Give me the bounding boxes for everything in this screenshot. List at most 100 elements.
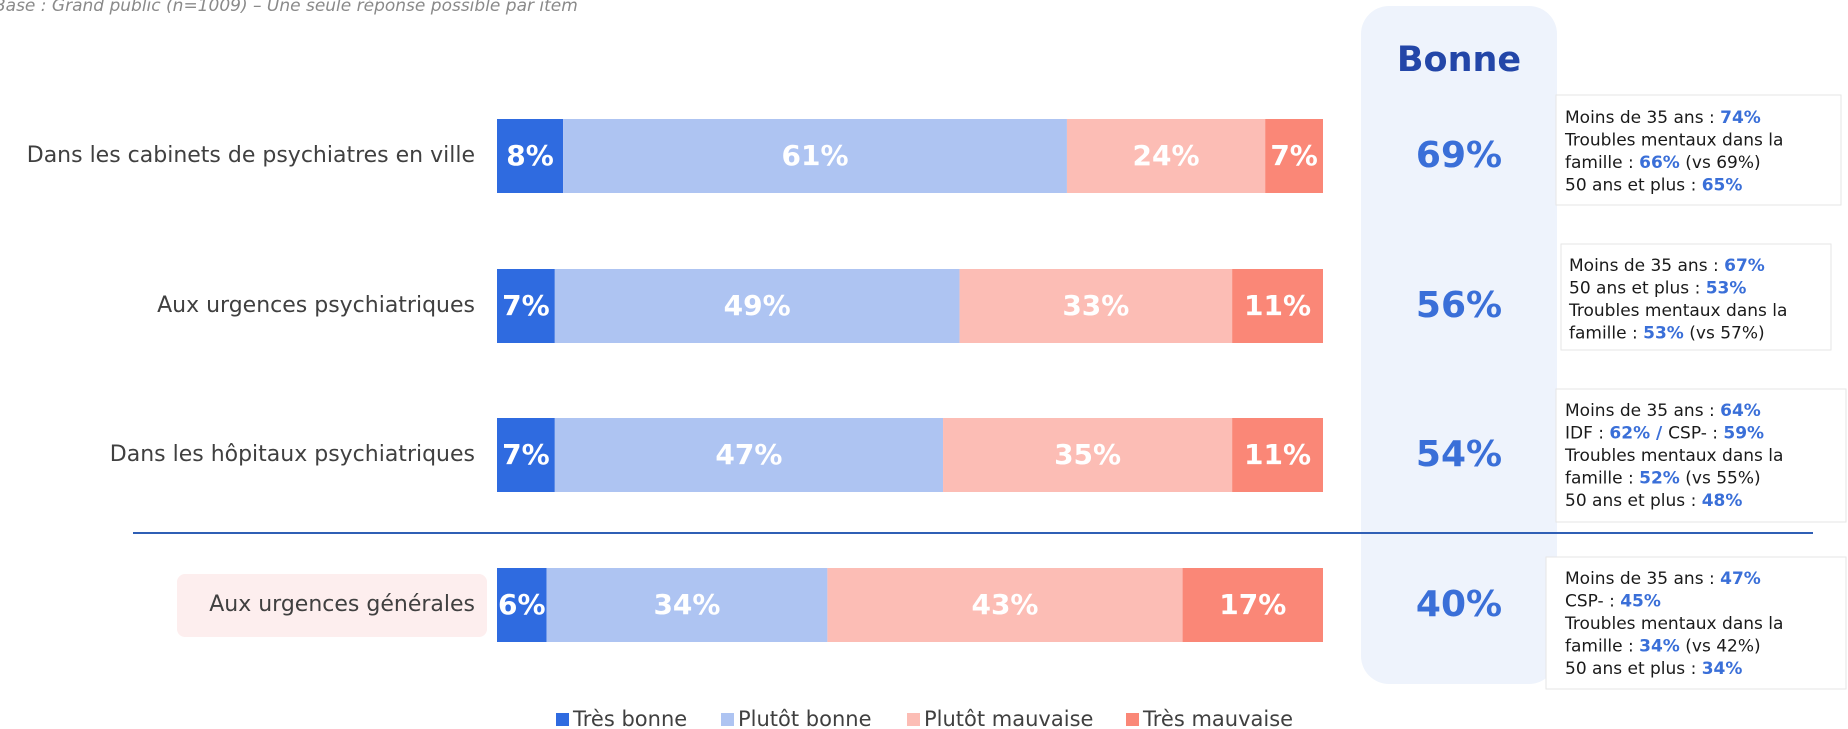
note-run: (vs 69%) (1680, 153, 1761, 173)
note-run: Moins de 35 ans : (1569, 256, 1724, 276)
value-label: 11% (1244, 438, 1311, 471)
note-run: 34% (1702, 659, 1743, 679)
note-line: famille : 34% (vs 42%) (1565, 637, 1761, 657)
note-run: Moins de 35 ans : (1565, 401, 1720, 421)
bar-segment (1265, 119, 1323, 193)
bar-segment (959, 269, 1233, 343)
note-run: CSP- : (1565, 592, 1620, 612)
note-line: Troubles mentaux dans la (1564, 446, 1783, 466)
value-label: 35% (1054, 438, 1121, 471)
note-run: Moins de 35 ans : (1565, 569, 1720, 589)
value-label: 34% (653, 588, 720, 621)
summary-value: 69% (1416, 135, 1502, 176)
note-line: CSP- : 45% (1565, 592, 1661, 612)
note-run: 50 ans et plus : (1565, 659, 1702, 679)
legend-label: Plutôt bonne (738, 707, 872, 729)
bar-segment (497, 568, 547, 642)
note-box (1555, 388, 1847, 523)
note-line: Moins de 35 ans : 47% (1565, 569, 1761, 589)
summary-value: 54% (1416, 434, 1502, 475)
note-line: 50 ans et plus : 48% (1565, 491, 1742, 511)
bar-segment (497, 119, 564, 193)
note-run: 67% (1724, 256, 1765, 276)
value-label: 7% (502, 289, 550, 322)
note-run: 48% (1702, 491, 1743, 511)
bar-segment (497, 418, 555, 492)
note-run: CSP- : (1668, 424, 1723, 444)
subtitle: Base : Grand public (n=1009) – Une seule… (0, 0, 578, 16)
summary-value: 40% (1416, 584, 1502, 625)
value-label: 8% (506, 139, 554, 172)
note-run: 47% (1720, 569, 1761, 589)
note-run: (vs 42%) (1680, 637, 1761, 657)
category-label: Aux urgences psychiatriques (157, 293, 475, 318)
note-run: 53% (1643, 324, 1684, 344)
value-label: 33% (1062, 289, 1129, 322)
value-label: 61% (781, 139, 848, 172)
note-run: (vs 55%) (1680, 469, 1761, 489)
bar-segment (546, 568, 828, 642)
note-line: Troubles mentaux dans la (1564, 131, 1783, 151)
note-run: famille : (1569, 324, 1643, 344)
value-label: 11% (1244, 289, 1311, 322)
note-line: Moins de 35 ans : 67% (1569, 256, 1765, 276)
note-line: famille : 52% (vs 55%) (1565, 469, 1761, 489)
bar-segment (943, 418, 1233, 492)
note-line: Moins de 35 ans : 64% (1565, 401, 1761, 421)
note-run: 59% (1723, 424, 1764, 444)
summary-title: Bonne (1397, 40, 1521, 80)
note-run: Troubles mentaux dans la (1564, 614, 1783, 634)
legend-swatch (721, 713, 734, 726)
value-label: 6% (498, 588, 546, 621)
value-label: 7% (502, 438, 550, 471)
note-line: 50 ans et plus : 65% (1565, 176, 1742, 196)
bar-segment (497, 269, 555, 343)
note-run: Troubles mentaux dans la (1564, 131, 1783, 151)
note-run: famille : (1565, 469, 1639, 489)
value-label: 17% (1219, 588, 1286, 621)
value-label: 24% (1133, 139, 1200, 172)
note-line: IDF : 62% / CSP- : 59% (1565, 424, 1764, 444)
note-run: 74% (1720, 108, 1761, 128)
note-line: Troubles mentaux dans la (1568, 301, 1787, 321)
note-run: famille : (1565, 153, 1639, 173)
category-label: Aux urgences générales (209, 592, 475, 617)
legend-label: Très mauvaise (1142, 707, 1293, 729)
note-line: 50 ans et plus : 53% (1569, 279, 1746, 299)
note-run: 34% (1639, 637, 1680, 657)
summary-value: 56% (1416, 285, 1502, 326)
bar-segment (1066, 119, 1266, 193)
legend-label: Très bonne (572, 707, 687, 729)
note-line: Moins de 35 ans : 74% (1565, 108, 1761, 128)
category-label: Dans les hôpitaux psychiatriques (110, 442, 475, 467)
legend-swatch (556, 713, 569, 726)
note-run: 64% (1720, 401, 1761, 421)
note-run: Moins de 35 ans : (1565, 108, 1720, 128)
note-run: 52% (1639, 469, 1680, 489)
note-line: 50 ans et plus : 34% (1565, 659, 1742, 679)
note-box (1545, 556, 1847, 690)
value-label: 49% (724, 289, 791, 322)
note-run: 53% (1706, 279, 1747, 299)
value-label: 43% (971, 588, 1038, 621)
value-label: 7% (1270, 139, 1318, 172)
note-run: Troubles mentaux dans la (1568, 301, 1787, 321)
bar-segment (554, 418, 944, 492)
note-run: 66% (1639, 153, 1680, 173)
bar-segment (1182, 568, 1323, 642)
legend-swatch (907, 713, 920, 726)
bar-segment (554, 269, 960, 343)
note-run: famille : (1565, 637, 1639, 657)
note-line: famille : 53% (vs 57%) (1569, 324, 1765, 344)
legend-swatch (1126, 713, 1139, 726)
note-line: Troubles mentaux dans la (1564, 614, 1783, 634)
note-line: famille : 66% (vs 69%) (1565, 153, 1761, 173)
summary-column (1361, 6, 1557, 684)
legend-label: Plutôt mauvaise (924, 707, 1093, 729)
category-highlight (177, 574, 487, 637)
note-run: 45% (1620, 592, 1661, 612)
note-box (1560, 243, 1832, 351)
note-run: 50 ans et plus : (1565, 491, 1702, 511)
note-run: IDF : (1565, 424, 1609, 444)
